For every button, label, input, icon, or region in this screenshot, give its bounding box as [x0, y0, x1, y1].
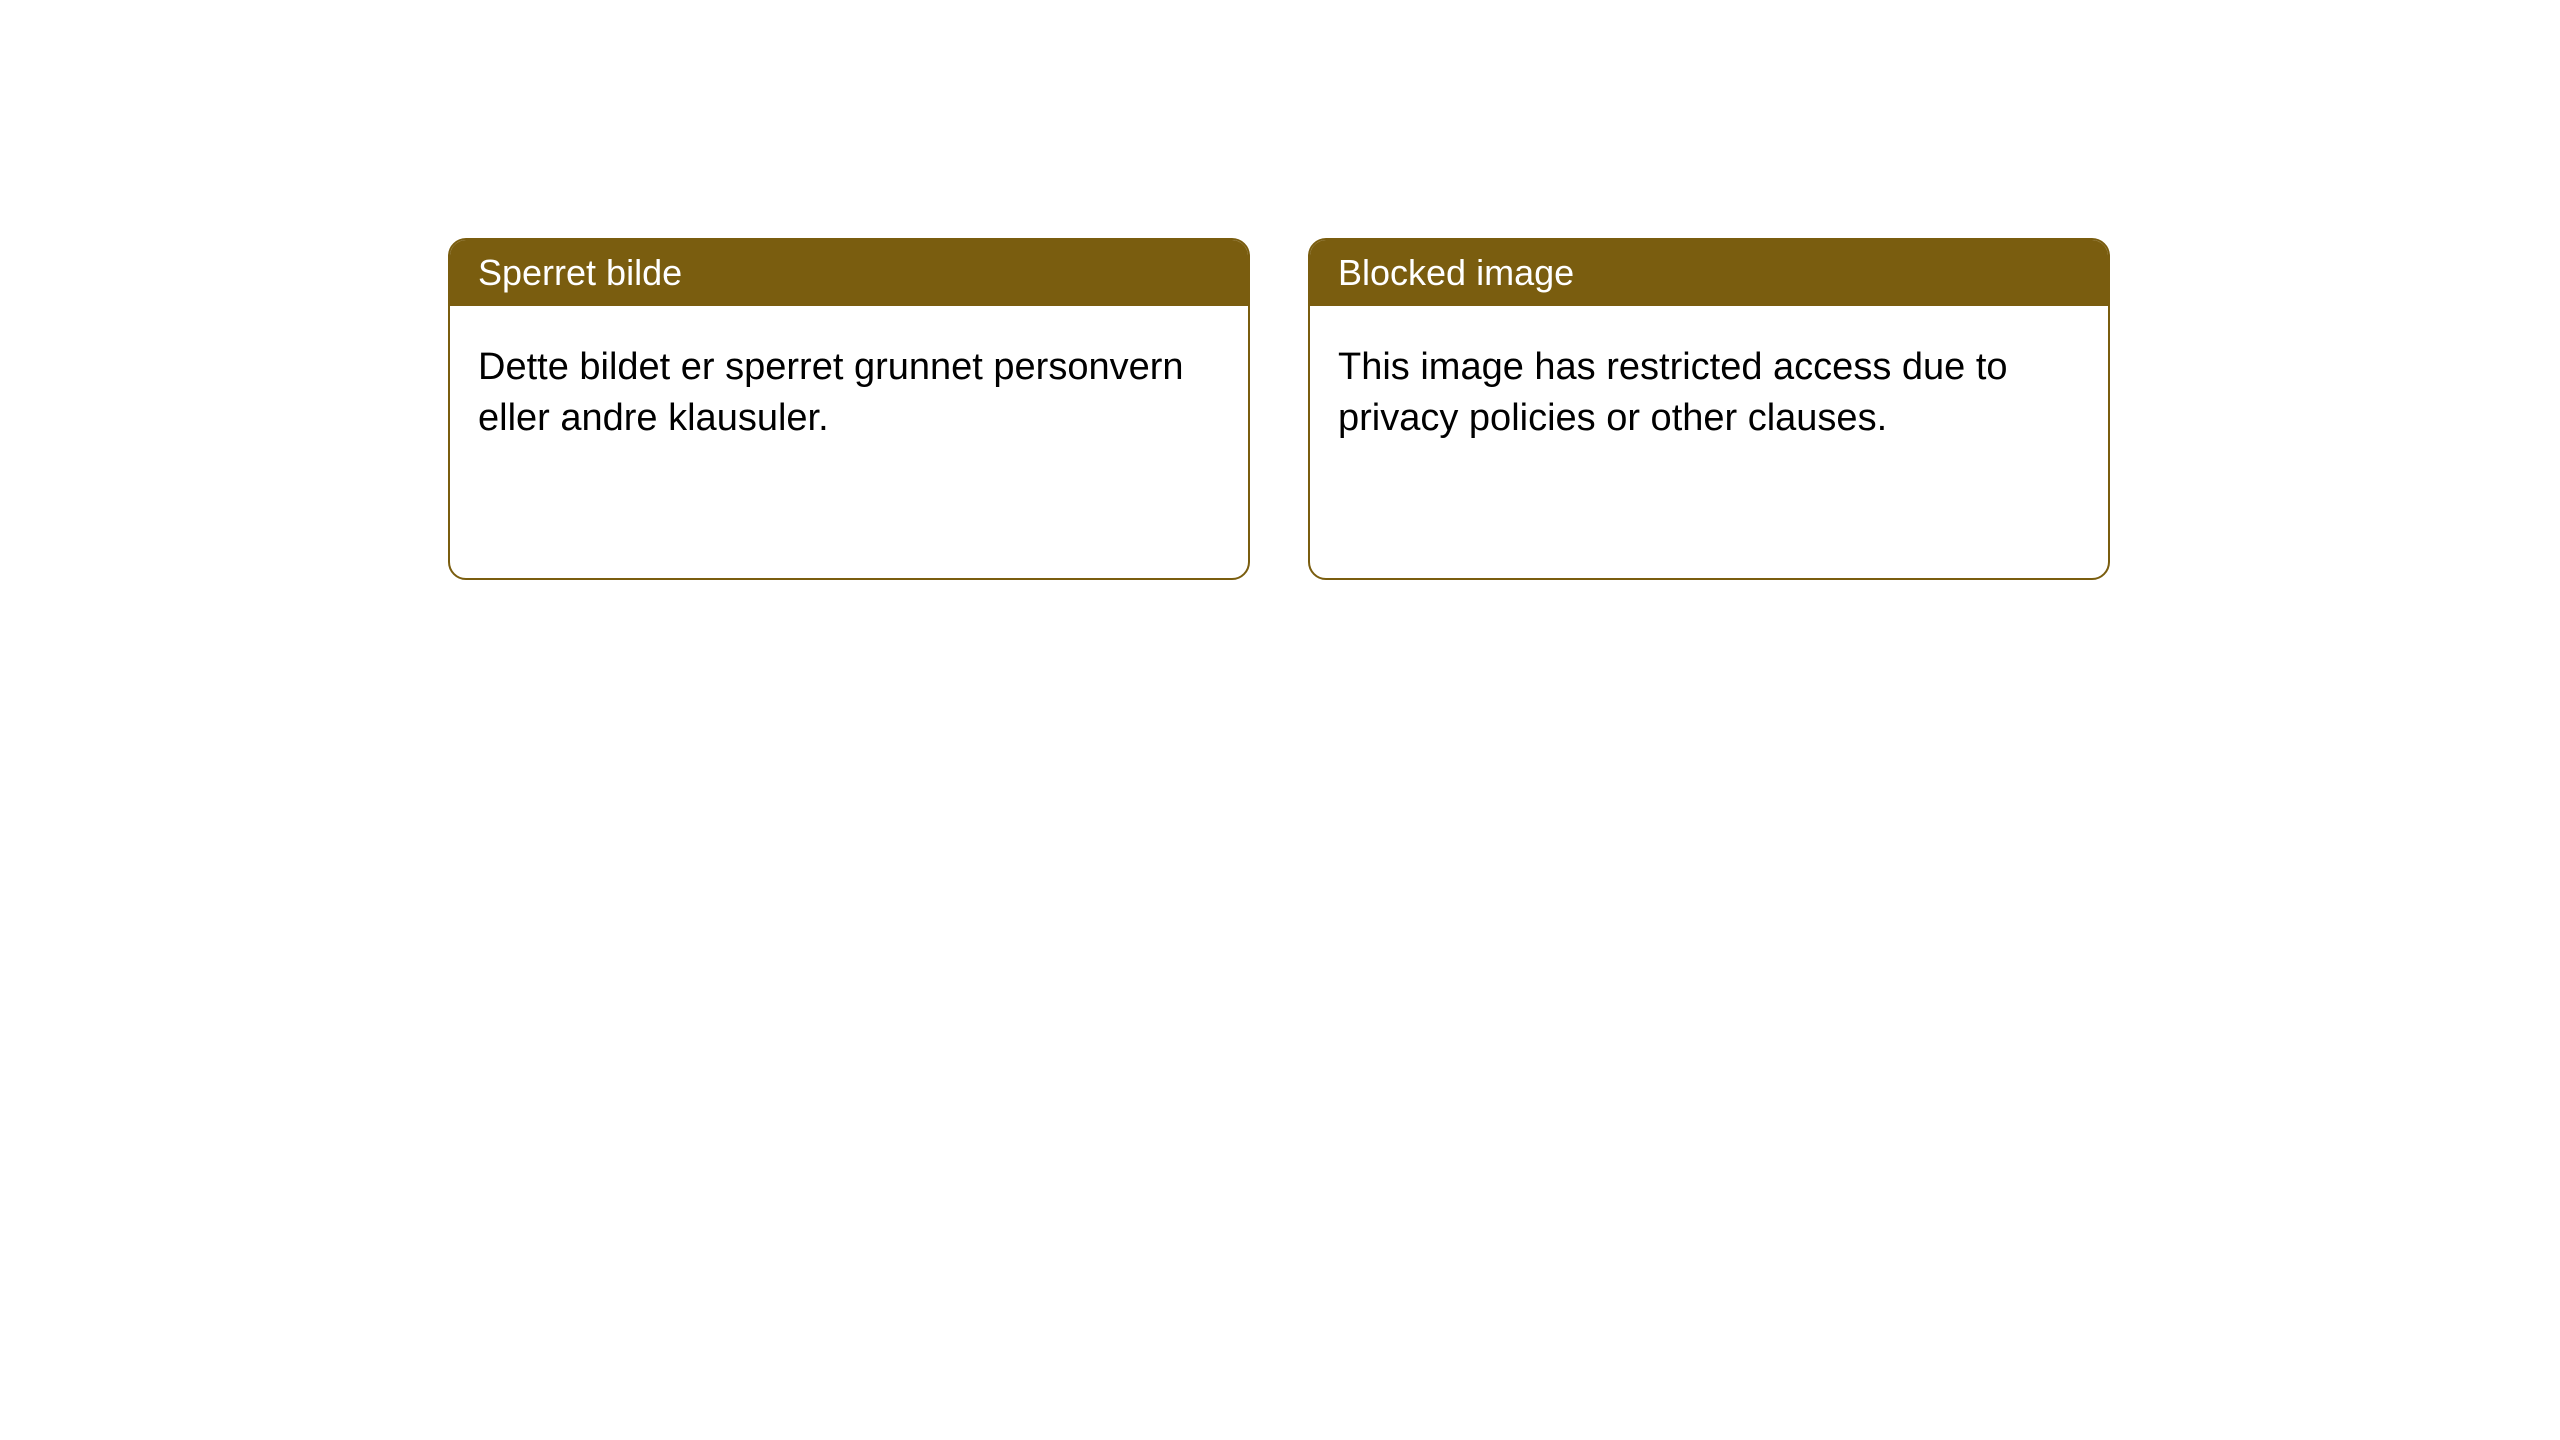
notice-message: This image has restricted access due to … — [1338, 346, 2008, 439]
notice-card-no: Sperret bilde Dette bildet er sperret gr… — [448, 238, 1250, 580]
notice-header: Blocked image — [1310, 240, 2108, 306]
notice-card-en: Blocked image This image has restricted … — [1308, 238, 2110, 580]
notice-title: Sperret bilde — [478, 252, 682, 293]
notice-body: This image has restricted access due to … — [1310, 306, 2108, 578]
notice-header: Sperret bilde — [450, 240, 1248, 306]
notice-container: Sperret bilde Dette bildet er sperret gr… — [448, 238, 2110, 580]
notice-body: Dette bildet er sperret grunnet personve… — [450, 306, 1248, 578]
notice-message: Dette bildet er sperret grunnet personve… — [478, 346, 1184, 439]
notice-title: Blocked image — [1338, 252, 1574, 293]
